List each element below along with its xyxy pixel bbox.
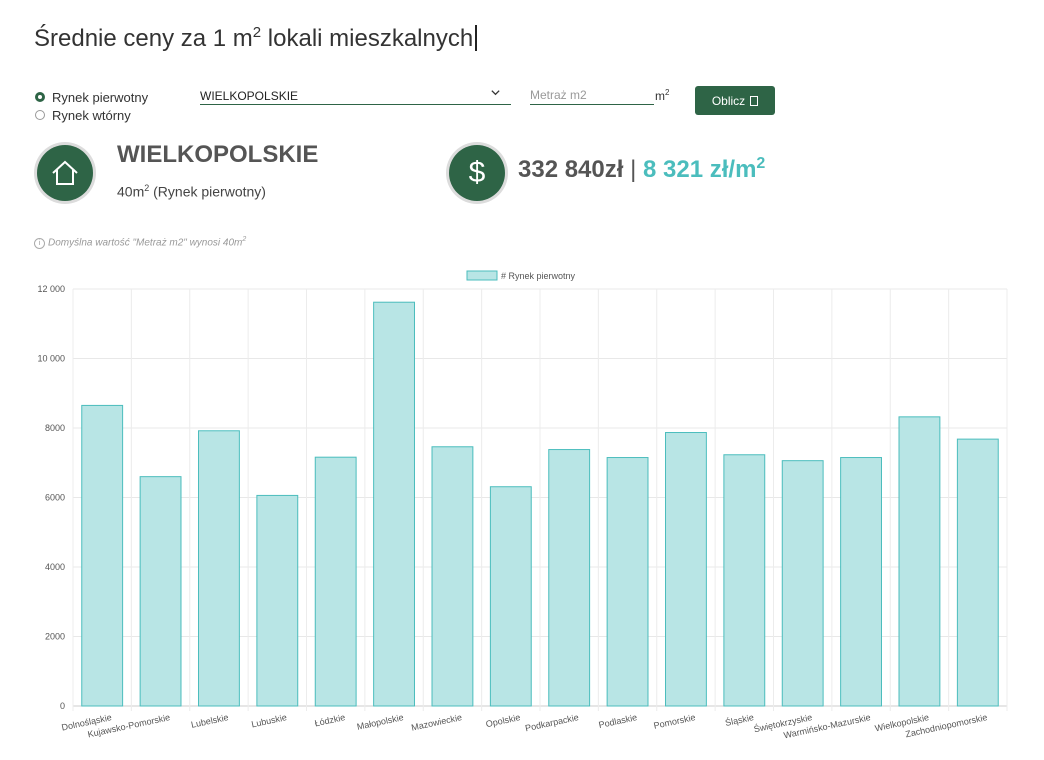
radio-rynek-pierwotny[interactable]: Rynek pierwotny [35,88,148,106]
bar [781,460,824,707]
x-tick-label: Łódzkie [314,712,346,728]
title-superscript: 2 [252,24,262,41]
default-value-note: i Domyślna wartość "Metraż m2" wynosi 40m… [34,236,247,250]
x-tick-label: Lubuskie [250,712,287,729]
title-rest: lokali mieszkalnych [261,25,474,52]
result-area: 40m [117,183,145,200]
result-area-superscript: 2 [144,183,150,193]
unit-main: m [655,89,665,103]
bar [548,449,591,707]
region-select-value: WIELKOPOLSKIE [200,89,299,103]
chevron-down-icon [490,87,501,101]
bar [723,454,766,707]
x-tick-label: Mazowieckie [410,712,462,732]
legend-label: # Rynek pierwotny [501,271,576,281]
price-per-m2-superscript: 2 [756,155,766,172]
x-tick-label: Małopolskie [356,712,405,732]
title-main: Średnie ceny za 1 m [34,25,253,52]
unit-superscript: 2 [665,88,670,97]
bar [139,476,182,707]
bar [314,456,357,707]
price-per-m2: 8 321 zł/m2 [643,155,766,183]
text-cursor [475,25,478,51]
x-tick-label: Lubelskie [190,712,229,730]
bar [198,430,240,707]
y-tick-label: 2000 [45,632,65,642]
price-separator: | [630,156,637,183]
x-tick-label: Podkarpackie [524,712,579,733]
oblicz-button[interactable]: Oblicz [695,86,775,115]
result-area-market: 40m2 (Rynek pierwotny) [117,183,266,200]
house-icon-circle [37,145,93,201]
x-tick-label: Pomorskie [653,712,697,731]
note-superscript: 2 [242,236,247,243]
radio-rynek-wtorny[interactable]: Rynek wtórny [35,106,148,124]
bar [665,432,707,707]
info-icon: i [34,238,45,250]
oblicz-button-label: Oblicz [711,93,746,108]
bar [606,457,649,707]
y-tick-label: 12 000 [37,284,65,294]
region-select[interactable]: WIELKOPOLSKIE [200,86,511,105]
unit-label: m2 [655,88,669,103]
radio-label: Rynek wtórny [52,107,131,123]
result-price: 332 840zł | 8 321 zł/m2 [518,155,765,184]
y-tick-label: 8000 [45,423,65,433]
total-price: 332 840zł [518,156,624,183]
x-tick-label: Śląskie [724,711,755,728]
bar [81,404,124,707]
y-tick-label: 10 000 [37,354,65,364]
market-radio-group: Rynek pierwotny Rynek wtórny [35,88,148,124]
y-tick-label: 4000 [45,562,65,572]
bar [956,438,999,707]
legend-swatch [466,270,498,281]
radio-unchecked-icon [35,110,45,120]
note-text: Domyślna wartość "Metraż m2" wynosi 40m [48,237,243,249]
radio-checked-icon [35,92,45,102]
calculator-icon [750,95,759,106]
result-region-name: WIELKOPOLSKIE [117,141,319,168]
house-icon [52,160,78,185]
metraz-input[interactable] [530,86,654,105]
y-tick-label: 0 [60,701,65,711]
radio-label: Rynek pierwotny [52,89,149,105]
bar [373,301,415,707]
price-per-m2-value: 8 321 zł/m [643,156,757,183]
page-title: Średnie ceny za 1 m2 lokali mieszkalnych [34,24,478,53]
dollar-icon-circle: $ [449,145,505,201]
y-tick-label: 6000 [45,493,65,503]
x-tick-label: Opolskie [485,712,521,729]
bar [898,416,941,707]
bar [489,486,532,707]
result-market: (Rynek pierwotny) [149,183,266,200]
bar [840,457,882,707]
bar [256,494,299,707]
x-tick-label: Podlaskie [598,712,638,730]
bar [431,446,474,707]
dollar-icon: $ [468,156,486,189]
